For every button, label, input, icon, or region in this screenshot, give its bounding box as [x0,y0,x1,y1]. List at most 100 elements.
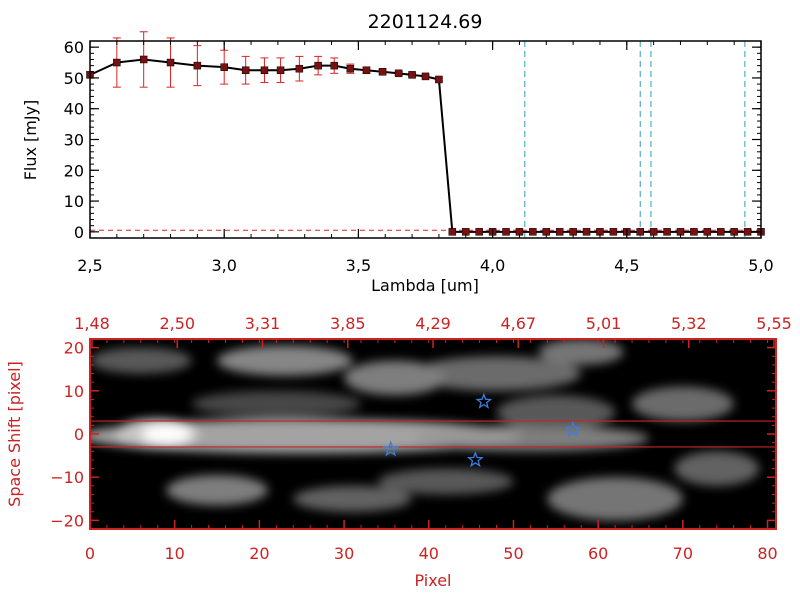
y-axis-label: Flux [mJy] [21,100,40,181]
emission-blob [674,451,760,486]
data-point [193,61,202,70]
x-tick-label: 2,5 [77,256,102,275]
emission-blob [166,475,268,506]
y-tick-label: 40 [64,100,84,119]
top-tick-label: 5,32 [671,314,707,333]
data-point [555,228,564,236]
data-point [394,69,403,78]
data-point [529,228,537,236]
data-point [421,72,430,81]
top-tick-label: 3,31 [245,314,281,333]
y-tick-label: 60 [64,38,84,57]
emission-blob [411,425,649,452]
spectrum-image-chart: 0 10 20 30 40 50 60 70 80 1,48 2,50 3,31 3,85 4,29 4,6… [5,314,792,590]
x-tick-label: 4,0 [480,256,505,275]
chart-title: 2201124.69 [368,11,483,33]
y-tick-label: −20 [50,511,84,530]
emission-blob [547,477,683,521]
top-tick-label: 5,01 [586,314,622,333]
pixel-axis-label: Pixel [414,571,451,590]
data-point [435,75,443,84]
flux-series-line [89,58,761,233]
data-point [362,66,371,74]
data-point [408,71,416,79]
top-tick-label: 2,50 [159,314,195,333]
emission-blob [90,347,192,374]
x-tick-label: 4,5 [614,256,639,275]
data-point [663,228,671,236]
x-tick-label: 5,0 [748,256,773,275]
top-plot-frame [89,40,762,239]
spectrum-marks [86,31,765,238]
y-tick-label: 50 [64,69,84,88]
y-tick-label: 30 [64,131,84,150]
emission-blob [217,345,353,376]
data-point [609,228,618,236]
y-tick-label: 10 [64,382,84,401]
data-point [448,228,457,236]
x-tick-label: 60 [588,544,608,563]
star-marker [466,451,484,468]
x-tick-label: 3,5 [346,256,371,275]
y-tick-label: 20 [64,339,84,358]
data-point [475,228,483,236]
top-tick-label: 4,29 [415,314,451,333]
y-tick-label: 20 [64,161,84,180]
y-tick-label: 0 [74,223,84,242]
data-point [502,228,510,236]
x-tick-label: 50 [503,544,523,563]
top-tick-label: 5,55 [756,314,792,333]
top-tick-label: 4,67 [500,314,536,333]
emission-blob [191,390,362,417]
data-point [295,64,304,73]
x-tick-label: 0 [85,544,95,563]
emission-blob [632,386,734,422]
x-tick-label: 20 [249,544,269,563]
y-tick-label: 10 [64,192,84,211]
data-point [166,58,175,67]
data-point [582,228,591,236]
emission-blob [90,418,522,454]
x-tick-label: 3,0 [211,256,236,275]
data-point [690,228,698,236]
emission-blob [538,339,624,365]
star-marker [475,392,493,409]
top-tick-label: 3,85 [330,314,366,333]
data-point [241,66,250,74]
y-tick-label: 0 [74,425,84,444]
data-point [346,64,355,73]
x-tick-label: 30 [334,544,354,563]
x-tick-label: 70 [673,544,693,563]
data-point [330,61,338,70]
x-tick-label: 40 [419,544,439,563]
y-tick-label: −10 [50,468,84,487]
data-point [276,66,285,74]
data-point [716,228,725,236]
data-point [743,228,752,236]
emission-blob [293,485,412,512]
data-point [220,63,228,71]
x-tick-label: 10 [165,544,185,563]
emission-layer [90,339,760,521]
data-point [314,61,322,70]
star-marker [564,420,582,437]
data-point [378,68,387,76]
emission-blob [411,356,582,391]
bottom-axes: 0 10 20 30 40 50 60 70 80 1,48 2,50 3,31 3,85 4,29 4,6… [50,314,792,563]
data-point [636,228,644,236]
top-axes: 2,5 3,0 3,5 4,0 4,5 5,0 0 10 20 30 40 50 60 [64,38,774,275]
image-overlays [90,392,776,468]
x-tick-label: 80 [757,544,777,563]
source-core [140,424,192,444]
x-axis-label: Lambda [um] [371,276,479,295]
star-marker [382,440,400,457]
flux-spectrum-chart: 2201124.69 2,5 3,0 3,5 4,0 4,5 5,0 0 10 20 30 40 50… [21,11,774,295]
top-tick-label: 1,48 [74,314,110,333]
data-point [113,58,121,67]
spectrum-image [90,339,776,529]
data-point [139,55,148,64]
data-point [260,66,269,74]
space-shift-axis-label: Space Shift [pixel] [5,361,24,507]
emission-blob [496,395,616,430]
